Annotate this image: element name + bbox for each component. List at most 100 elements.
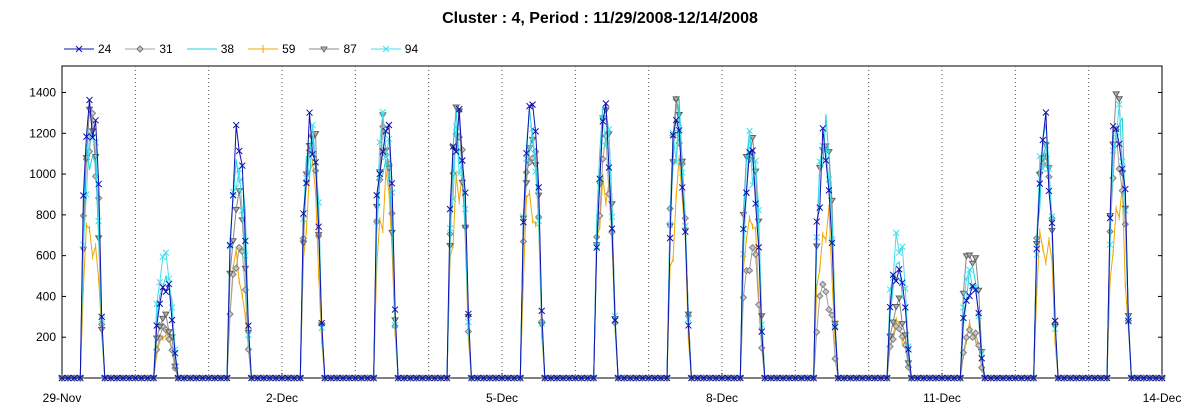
series-point-87 bbox=[892, 304, 901, 311]
series-point-24 bbox=[171, 349, 179, 357]
series-point-87 bbox=[226, 270, 234, 278]
series-point-24 bbox=[58, 374, 66, 382]
series-point-24 bbox=[318, 319, 326, 327]
series-point-94 bbox=[455, 170, 463, 178]
series-point-24 bbox=[461, 189, 469, 197]
series-point-31 bbox=[968, 333, 977, 341]
series-point-24 bbox=[391, 306, 399, 313]
series-point-87 bbox=[165, 329, 173, 336]
series-point-24 bbox=[914, 374, 921, 382]
series-point-24 bbox=[908, 374, 915, 382]
series-point-87 bbox=[748, 134, 757, 142]
series-point-94 bbox=[1109, 147, 1117, 154]
series-point-24 bbox=[388, 179, 396, 187]
series-point-24 bbox=[1091, 374, 1099, 382]
series-point-24 bbox=[278, 374, 286, 382]
series-point-24 bbox=[883, 374, 891, 382]
series-point-24 bbox=[1011, 374, 1019, 382]
series-point-24 bbox=[602, 100, 610, 107]
series-point-24 bbox=[663, 374, 671, 382]
series-point-24 bbox=[296, 374, 304, 382]
series-point-24 bbox=[406, 374, 414, 382]
series-point-24 bbox=[272, 374, 280, 382]
series-point-24 bbox=[1042, 109, 1050, 116]
series-point-94 bbox=[232, 184, 240, 191]
series-point-24 bbox=[1115, 140, 1123, 148]
series-point-24 bbox=[593, 244, 601, 251]
series-point-24 bbox=[199, 374, 206, 382]
series-point-24 bbox=[675, 126, 683, 134]
series-point-24 bbox=[358, 374, 365, 382]
series-point-24 bbox=[238, 162, 246, 169]
series-point-24 bbox=[1106, 214, 1114, 222]
series-point-24 bbox=[889, 271, 897, 279]
series-point-24 bbox=[1045, 187, 1053, 195]
series-point-24 bbox=[229, 191, 237, 199]
series-point-24 bbox=[486, 374, 494, 382]
series-point-87 bbox=[974, 287, 983, 295]
series-point-24 bbox=[425, 374, 433, 382]
legend-swatch bbox=[64, 45, 94, 53]
series-point-31 bbox=[971, 329, 980, 337]
series-point-31 bbox=[745, 266, 754, 275]
series-point-24 bbox=[657, 374, 665, 382]
series-point-24 bbox=[345, 374, 353, 382]
legend-swatch bbox=[370, 45, 401, 53]
series-point-94 bbox=[159, 253, 167, 261]
series-point-24 bbox=[886, 303, 894, 311]
series-point-94 bbox=[92, 139, 99, 146]
series-point-24 bbox=[559, 374, 567, 382]
series-point-24 bbox=[895, 265, 903, 273]
series-point-24 bbox=[284, 374, 292, 382]
series-point-24 bbox=[840, 374, 848, 382]
series-point-87 bbox=[965, 252, 974, 259]
x-tick-label: 2-Dec bbox=[266, 391, 298, 405]
series-point-87 bbox=[971, 255, 980, 262]
series-point-24 bbox=[474, 374, 481, 382]
series-point-24 bbox=[785, 374, 793, 382]
series-point-24 bbox=[730, 374, 738, 382]
series-point-94 bbox=[892, 229, 900, 237]
series-point-24 bbox=[755, 244, 763, 251]
series-point-94 bbox=[538, 320, 546, 327]
series-point-24 bbox=[825, 187, 833, 194]
chart-title: Cluster : 4, Period : 11/29/2008-12/14/2… bbox=[442, 10, 758, 27]
series-point-24 bbox=[113, 374, 121, 382]
series-point-24 bbox=[678, 184, 686, 191]
x-tick-label: 29-Nov bbox=[43, 391, 82, 405]
series-point-24 bbox=[217, 374, 225, 382]
series-point-31 bbox=[819, 280, 827, 289]
series-point-24 bbox=[920, 374, 928, 382]
series-point-24 bbox=[571, 374, 579, 382]
series-point-24 bbox=[413, 374, 420, 382]
series-point-24 bbox=[987, 374, 995, 382]
series-point-31 bbox=[235, 243, 243, 252]
series-point-24 bbox=[86, 96, 93, 104]
series-point-94 bbox=[526, 145, 533, 152]
legend-entry-87: 87 bbox=[309, 42, 357, 56]
series-point-24 bbox=[672, 116, 680, 124]
series-point-31 bbox=[751, 250, 760, 259]
series-point-24 bbox=[449, 143, 457, 150]
series-point-24 bbox=[382, 127, 390, 135]
series-point-24 bbox=[553, 374, 561, 382]
series-point-24 bbox=[98, 313, 106, 321]
series-point-24 bbox=[605, 164, 613, 171]
series-point-24 bbox=[724, 374, 732, 382]
legend-swatch bbox=[248, 45, 279, 53]
y-tick-label: 600 bbox=[36, 249, 56, 263]
series-point-24 bbox=[963, 297, 970, 304]
series-point-24 bbox=[932, 374, 940, 382]
y-tick-label: 1400 bbox=[29, 86, 56, 100]
series-point-24 bbox=[981, 374, 989, 382]
series-point-24 bbox=[70, 374, 78, 382]
series-point-31 bbox=[828, 311, 836, 319]
series-point-24 bbox=[590, 374, 598, 382]
series-point-24 bbox=[394, 374, 402, 382]
series-point-94 bbox=[1042, 141, 1050, 149]
x-tick-label: 8-Dec bbox=[706, 391, 738, 405]
series-point-24 bbox=[1085, 374, 1093, 382]
series-point-24 bbox=[712, 374, 720, 382]
series-point-24 bbox=[235, 147, 243, 155]
series-point-24 bbox=[633, 374, 640, 382]
